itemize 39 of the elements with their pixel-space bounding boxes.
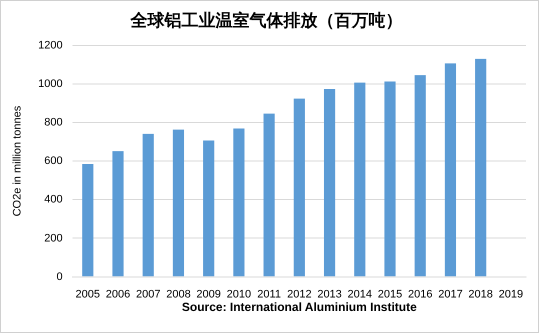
x-tick-label: 2005 xyxy=(76,288,100,300)
bar xyxy=(203,140,214,276)
y-tick-label: 600 xyxy=(44,155,63,168)
x-tick-label: 2014 xyxy=(348,288,372,300)
x-tick-label: 2015 xyxy=(378,288,402,300)
y-tick-label: 800 xyxy=(44,116,63,129)
bar xyxy=(82,164,94,276)
x-tick-label: 2008 xyxy=(166,288,191,300)
x-tick-label: 2007 xyxy=(136,288,160,300)
source-note: Source: International Aluminium Institute xyxy=(182,300,418,314)
bar xyxy=(233,128,244,276)
bar xyxy=(294,98,305,276)
x-tick-label: 2011 xyxy=(257,288,281,300)
bar xyxy=(324,88,336,276)
y-tick-label: 400 xyxy=(44,194,63,206)
x-tick-label: 2016 xyxy=(408,288,432,300)
y-tick-label: 1200 xyxy=(38,39,63,52)
y-tick-label: 1000 xyxy=(38,78,63,90)
bar xyxy=(384,81,396,276)
bar xyxy=(112,151,124,276)
y-tick-label: 200 xyxy=(44,232,63,244)
y-tick-label: 0 xyxy=(56,270,63,283)
bar xyxy=(142,134,154,276)
bar xyxy=(172,130,184,276)
y-axis-title: CO2e in million tonnes xyxy=(12,105,24,216)
x-tick-label: 2018 xyxy=(468,288,493,300)
chart-title: 全球铝工业温室气体排放（百万吨） xyxy=(130,10,402,30)
bar xyxy=(264,114,275,276)
x-tick-label: 2017 xyxy=(438,288,463,300)
x-tick-label: 2009 xyxy=(196,288,221,300)
x-tick-label: 2013 xyxy=(317,288,342,300)
x-tick-label: 2006 xyxy=(106,288,130,300)
x-tick-label: 2012 xyxy=(287,288,312,300)
bar xyxy=(354,82,366,276)
x-tick-label: 2010 xyxy=(226,288,252,300)
bar xyxy=(414,75,426,276)
bar xyxy=(444,63,456,276)
bar xyxy=(475,58,486,276)
x-tick-label: 2019 xyxy=(498,288,524,300)
